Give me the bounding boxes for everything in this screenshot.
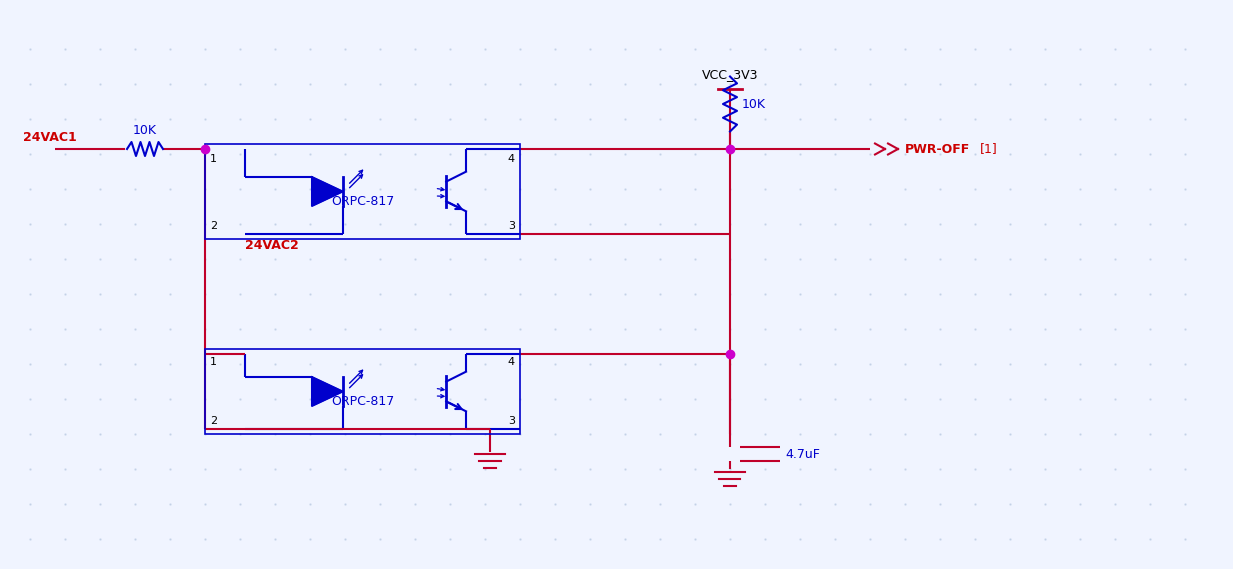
Text: [1]: [1] bbox=[980, 142, 997, 155]
Polygon shape bbox=[312, 377, 343, 406]
Text: PWR-OFF: PWR-OFF bbox=[905, 142, 970, 155]
Text: ORPC-817: ORPC-817 bbox=[330, 395, 395, 408]
Text: 1: 1 bbox=[210, 357, 217, 367]
Text: 3: 3 bbox=[508, 221, 515, 231]
Text: ORPC-817: ORPC-817 bbox=[330, 195, 395, 208]
Text: 10K: 10K bbox=[133, 124, 157, 137]
Text: 1: 1 bbox=[210, 154, 217, 164]
Text: 2: 2 bbox=[210, 221, 217, 231]
Text: 24VAC1: 24VAC1 bbox=[23, 131, 76, 144]
Polygon shape bbox=[312, 177, 343, 206]
Text: VCC_3V3: VCC_3V3 bbox=[702, 68, 758, 81]
Text: 2: 2 bbox=[210, 416, 217, 426]
Text: 24VAC2: 24VAC2 bbox=[245, 239, 298, 252]
Text: 4.7uF: 4.7uF bbox=[785, 447, 820, 460]
Text: 10K: 10K bbox=[742, 97, 766, 110]
Text: 4: 4 bbox=[508, 357, 515, 367]
Text: 4: 4 bbox=[508, 154, 515, 164]
Text: 3: 3 bbox=[508, 416, 515, 426]
